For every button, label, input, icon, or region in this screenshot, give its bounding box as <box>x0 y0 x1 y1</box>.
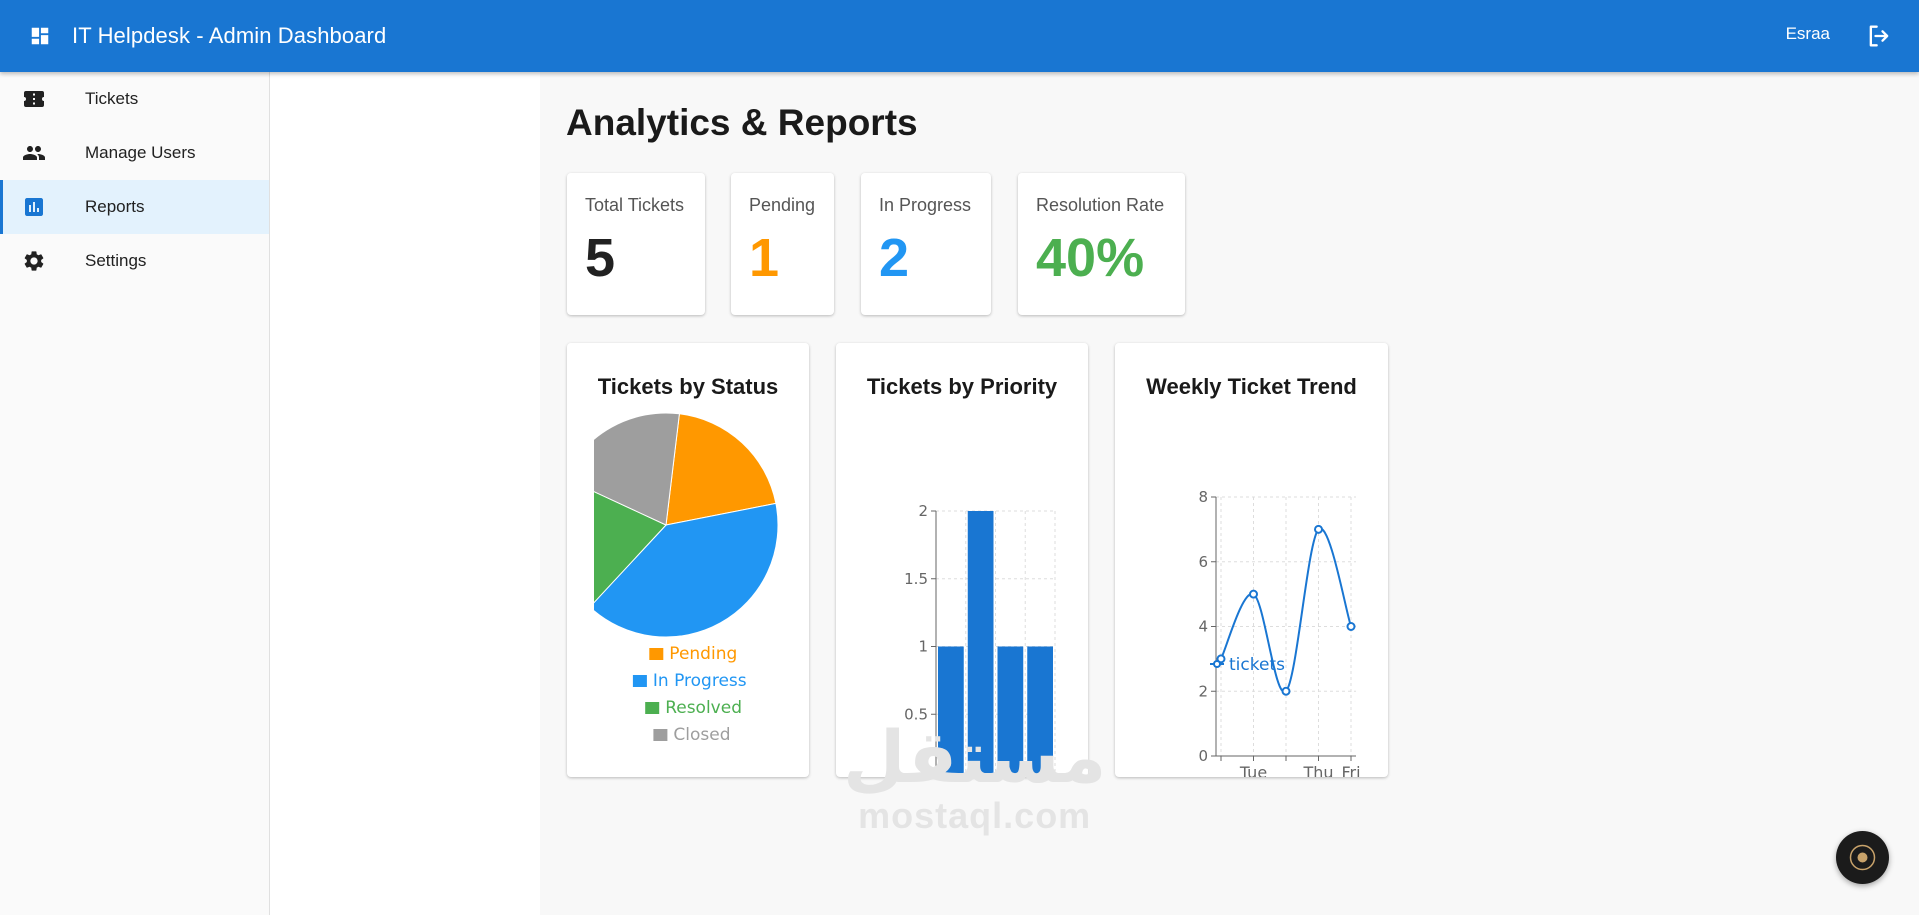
legend-swatch <box>632 675 647 687</box>
bar <box>967 511 994 777</box>
chart-title: Tickets by Priority <box>866 374 1058 399</box>
sidebar-item-settings[interactable]: Settings <box>0 234 269 288</box>
pie-slice-resolved <box>594 491 667 604</box>
y-tick-label: 2 <box>918 502 928 520</box>
logout-icon[interactable] <box>1865 22 1893 50</box>
data-point <box>1314 524 1323 534</box>
user-name: Esraa <box>1785 24 1830 43</box>
sidebar-item-reports[interactable]: Reports <box>0 180 269 234</box>
bar <box>1027 646 1053 777</box>
dashboard-icon[interactable] <box>28 24 52 48</box>
stat-value: 40% <box>1036 228 1145 288</box>
y-tick-label: 8 <box>1198 488 1208 506</box>
stat-label: Pending <box>749 195 816 215</box>
legend-label: Resolved <box>665 698 742 718</box>
bar <box>997 646 1024 777</box>
x-tick-label: Tue <box>1239 763 1267 777</box>
y-tick-label: 0 <box>1198 747 1208 765</box>
legend-label: Closed <box>673 725 730 745</box>
sidebar-item-label: Manage Users <box>85 143 196 162</box>
app-title: IT Helpdesk - Admin Dashboard <box>72 23 387 48</box>
line-chart: 0 2 4 6 8 Tue Thu Fri tickets <box>1198 488 1360 777</box>
legend-label: In Progress <box>653 671 747 691</box>
pie-slices <box>594 412 779 638</box>
data-point <box>1216 654 1226 664</box>
x-tick-label: Fri <box>1341 763 1360 777</box>
sidebar-item-label: Settings <box>85 251 147 270</box>
sidebar: Tickets Manage Users Reports Settings <box>0 72 270 915</box>
app-bar: IT Helpdesk - Admin Dashboard Esraa <box>0 0 1919 72</box>
stat-value: 5 <box>585 228 616 288</box>
bar-chart-icon <box>22 195 46 219</box>
stat-value: 2 <box>879 228 910 288</box>
y-tick-label: 6 <box>1198 553 1208 571</box>
chat-button[interactable] <box>1836 831 1889 884</box>
gear-icon <box>22 249 46 273</box>
series-line <box>1220 527 1352 693</box>
chart-card-status: Tickets by Status Pending In Progress Reso… <box>567 343 809 777</box>
sidebar-item-label: Tickets <box>85 89 139 108</box>
chart-title: Weekly Ticket Trend <box>1146 374 1357 399</box>
stat-card-in-progress: In Progress 2 <box>861 173 991 315</box>
chart-title: Tickets by Status <box>597 374 779 399</box>
y-tick-label: 4 <box>1198 618 1208 636</box>
watermark: مستقل mostaql.com <box>843 718 1106 834</box>
chat-logo-icon <box>1849 844 1876 871</box>
legend-swatch <box>645 702 660 714</box>
stat-label: Resolution Rate <box>1036 195 1165 215</box>
page-title: Analytics & Reports <box>566 102 918 143</box>
stat-value: 1 <box>749 228 780 288</box>
legend-label: Pending <box>669 644 737 664</box>
content-gutter <box>271 72 540 915</box>
y-tick-label: 2 <box>1198 682 1208 700</box>
chart-card-weekly-trend: Weekly Ticket Trend 0 2 4 6 8 Tue Thu Fri ticket… <box>1115 343 1388 777</box>
sidebar-item-tickets[interactable]: Tickets <box>0 72 269 126</box>
ticket-icon <box>22 87 46 111</box>
legend-marker <box>1213 660 1221 668</box>
legend-label: tickets <box>1229 655 1285 675</box>
y-tick-label: 0 <box>918 773 928 777</box>
legend-swatch <box>649 648 664 660</box>
y-tick-label: 1 <box>918 638 928 656</box>
stat-card-resolution-rate: Resolution Rate 40% <box>1018 173 1185 315</box>
y-tick-label: 0.5 <box>904 705 928 723</box>
sidebar-item-label: Reports <box>85 197 145 216</box>
pie-slice-pending <box>665 413 777 526</box>
legend-swatch <box>653 729 668 741</box>
x-tick-label: Thu <box>1302 763 1333 777</box>
main-content: Analytics & Reports Total Tickets 5 Pend… <box>540 72 1919 915</box>
chart-card-priority: Tickets by Priority 00.511.52LowCritical <box>836 343 1088 777</box>
stat-card-total-tickets: Total Tickets 5 <box>567 173 705 315</box>
bar <box>938 646 964 777</box>
y-tick-label: 1.5 <box>904 570 928 588</box>
watermark-latin: mostaql.com <box>858 795 1092 836</box>
watermark-arabic: مستقل <box>843 718 1107 798</box>
data-point <box>1281 686 1291 696</box>
people-icon <box>22 141 46 165</box>
pie-slice-in-progress <box>594 502 779 638</box>
stat-label: In Progress <box>879 195 972 215</box>
stat-label: Total Tickets <box>585 195 685 215</box>
stat-card-pending: Pending 1 <box>731 173 834 315</box>
pie-chart: Pending In Progress Resolved Closed <box>594 412 779 745</box>
bar-chart: 00.511.52LowCritical <box>904 502 1056 777</box>
data-point <box>1249 589 1258 599</box>
pie-slice-closed <box>594 412 680 526</box>
data-point <box>1346 622 1356 631</box>
sidebar-item-manage-users[interactable]: Manage Users <box>0 126 269 180</box>
